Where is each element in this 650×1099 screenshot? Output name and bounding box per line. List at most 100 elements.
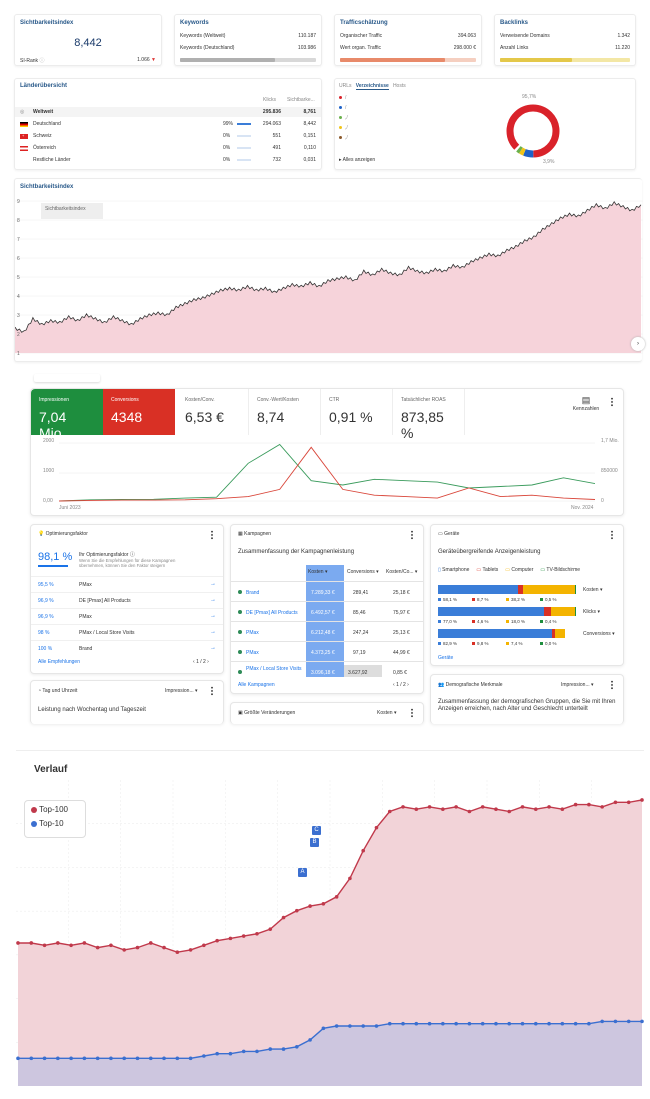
more-icon[interactable] <box>611 530 613 540</box>
opt-row[interactable]: 100 % Brand → <box>31 640 223 656</box>
more-icon[interactable] <box>411 530 413 540</box>
kampagnen-pager[interactable]: ‹ 1 / 2 › <box>393 682 409 688</box>
top100-point[interactable] <box>334 895 339 899</box>
top10-point[interactable] <box>454 1021 458 1026</box>
top100-point[interactable] <box>348 876 352 881</box>
top10-point[interactable] <box>361 1024 365 1028</box>
top10-point[interactable] <box>215 1051 219 1056</box>
top10-point[interactable] <box>295 1044 299 1049</box>
opt-pager[interactable]: ‹ 1 / 2 › <box>193 659 209 665</box>
top10-point[interactable] <box>188 1056 193 1061</box>
top100-point[interactable] <box>109 943 113 948</box>
top10-point[interactable] <box>427 1021 432 1026</box>
kpi-conv-wert[interactable]: Conv.-Wert/Kosten 8,74 <box>249 389 321 435</box>
top100-point[interactable] <box>281 915 286 920</box>
col-header-conv[interactable]: Conversions ▾ <box>347 569 379 575</box>
top10-point[interactable] <box>29 1056 34 1061</box>
kampagnen-all-link[interactable]: Alle Kampagnen <box>238 682 275 688</box>
kampagnen-row[interactable]: Brand 7.289,33 € 289,41 25,18 € <box>231 581 423 601</box>
top10-point[interactable] <box>467 1021 472 1026</box>
top100-point[interactable] <box>241 934 246 938</box>
top100-point[interactable] <box>613 800 618 805</box>
top10-point[interactable] <box>135 1056 140 1061</box>
top10-point[interactable] <box>69 1056 73 1061</box>
top100-point[interactable] <box>122 948 127 952</box>
top10-point[interactable] <box>494 1021 498 1026</box>
top100-point[interactable] <box>600 805 604 809</box>
top100-point[interactable] <box>507 809 512 814</box>
top100-point[interactable] <box>387 809 392 814</box>
top10-point[interactable] <box>16 1056 20 1061</box>
top100-point[interactable] <box>573 802 578 807</box>
geraete-bar-segment[interactable] <box>438 629 553 638</box>
top100-point[interactable] <box>374 825 379 830</box>
top100-point[interactable] <box>547 805 551 809</box>
top100-point[interactable] <box>480 805 485 809</box>
top100-point[interactable] <box>162 945 166 950</box>
top100-point[interactable] <box>82 941 87 945</box>
top10-point[interactable] <box>560 1021 565 1026</box>
url-item[interactable]: ,/ <box>339 125 379 135</box>
top100-point[interactable] <box>228 936 233 941</box>
top10-point[interactable] <box>374 1024 379 1028</box>
opt-row[interactable]: 95,5 % PMax → <box>31 576 223 592</box>
opt-row[interactable]: 98 % PMax / Local Store Visits → <box>31 624 223 640</box>
kampagnen-name[interactable]: PMax / Local Store Visits <box>246 666 302 672</box>
top100-point[interactable] <box>148 941 153 945</box>
top10-point[interactable] <box>109 1056 113 1061</box>
geraete-bar-segment[interactable] <box>544 607 551 616</box>
laender-row[interactable]: Österreich 0% 491 0,110 <box>15 143 321 153</box>
top10-point[interactable] <box>321 1026 326 1031</box>
top100-point[interactable] <box>175 950 180 955</box>
top100-point[interactable] <box>361 848 365 853</box>
top10-point[interactable] <box>255 1049 259 1054</box>
top10-point[interactable] <box>202 1054 206 1058</box>
opt-row[interactable]: 96,9 % PMax → <box>31 608 223 624</box>
top100-point[interactable] <box>560 807 565 811</box>
help-icon[interactable]: ⓘ <box>129 552 135 558</box>
top10-point[interactable] <box>334 1024 339 1028</box>
top10-point[interactable] <box>148 1056 153 1061</box>
kampagnen-name[interactable]: PMax <box>246 650 259 656</box>
top100-point[interactable] <box>202 943 206 948</box>
opt-all-link[interactable]: Alle Empfehlungen <box>38 659 80 665</box>
top100-point[interactable] <box>533 807 538 811</box>
top100-point[interactable] <box>42 943 47 948</box>
more-icon[interactable] <box>411 708 413 718</box>
top10-point[interactable] <box>626 1019 631 1024</box>
kampagnen-name[interactable]: Brand <box>246 590 260 596</box>
more-icon[interactable] <box>611 680 613 690</box>
kpi-ctr[interactable]: CTR 0,91 % <box>321 389 393 435</box>
top100-point[interactable] <box>295 908 299 913</box>
top10-point[interactable] <box>520 1021 525 1026</box>
top10-point[interactable] <box>480 1021 485 1026</box>
top100-point[interactable] <box>321 901 326 906</box>
kpi-conversions[interactable]: Conversions 4348 <box>103 389 175 435</box>
more-icon[interactable] <box>211 686 213 696</box>
geraete-metric-dropdown[interactable]: Kosten ▾ <box>583 587 603 593</box>
laender-row[interactable]: ◎ Weltweit 295.836 8,761 <box>15 107 321 117</box>
top10-point[interactable] <box>547 1021 551 1026</box>
top10-point[interactable] <box>162 1056 166 1061</box>
geraete-bar-segment[interactable] <box>438 607 545 616</box>
groesste-dropdown[interactable]: Kosten ▾ <box>377 710 397 716</box>
top10-point[interactable] <box>507 1021 512 1026</box>
top10-point[interactable] <box>241 1049 246 1054</box>
tab-urls[interactable]: URLs <box>339 83 352 89</box>
top100-point[interactable] <box>467 809 472 814</box>
top10-point[interactable] <box>175 1056 180 1061</box>
marker-b[interactable]: B <box>310 838 319 847</box>
kpi-kosten-conv[interactable]: Kosten/Conv. 6,53 € <box>177 389 249 435</box>
top100-point[interactable] <box>308 904 312 908</box>
laender-row[interactable]: + Schweiz 0% 551 0,151 <box>15 131 321 141</box>
top100-point[interactable] <box>587 802 591 807</box>
top10-point[interactable] <box>640 1019 644 1024</box>
top100-point[interactable] <box>414 807 419 811</box>
top10-point[interactable] <box>268 1047 273 1051</box>
geraete-bar-segment[interactable] <box>518 585 523 594</box>
kampagnen-name[interactable]: DE [Pmax] All Products <box>246 610 298 616</box>
top100-point[interactable] <box>69 943 73 948</box>
kampagnen-row[interactable]: DE [Pmax] All Products 6.492,57 € 85,46 75,… <box>231 601 423 621</box>
geraete-bar-segment[interactable] <box>438 585 519 594</box>
legend-top10[interactable]: Top-10 <box>31 819 79 828</box>
